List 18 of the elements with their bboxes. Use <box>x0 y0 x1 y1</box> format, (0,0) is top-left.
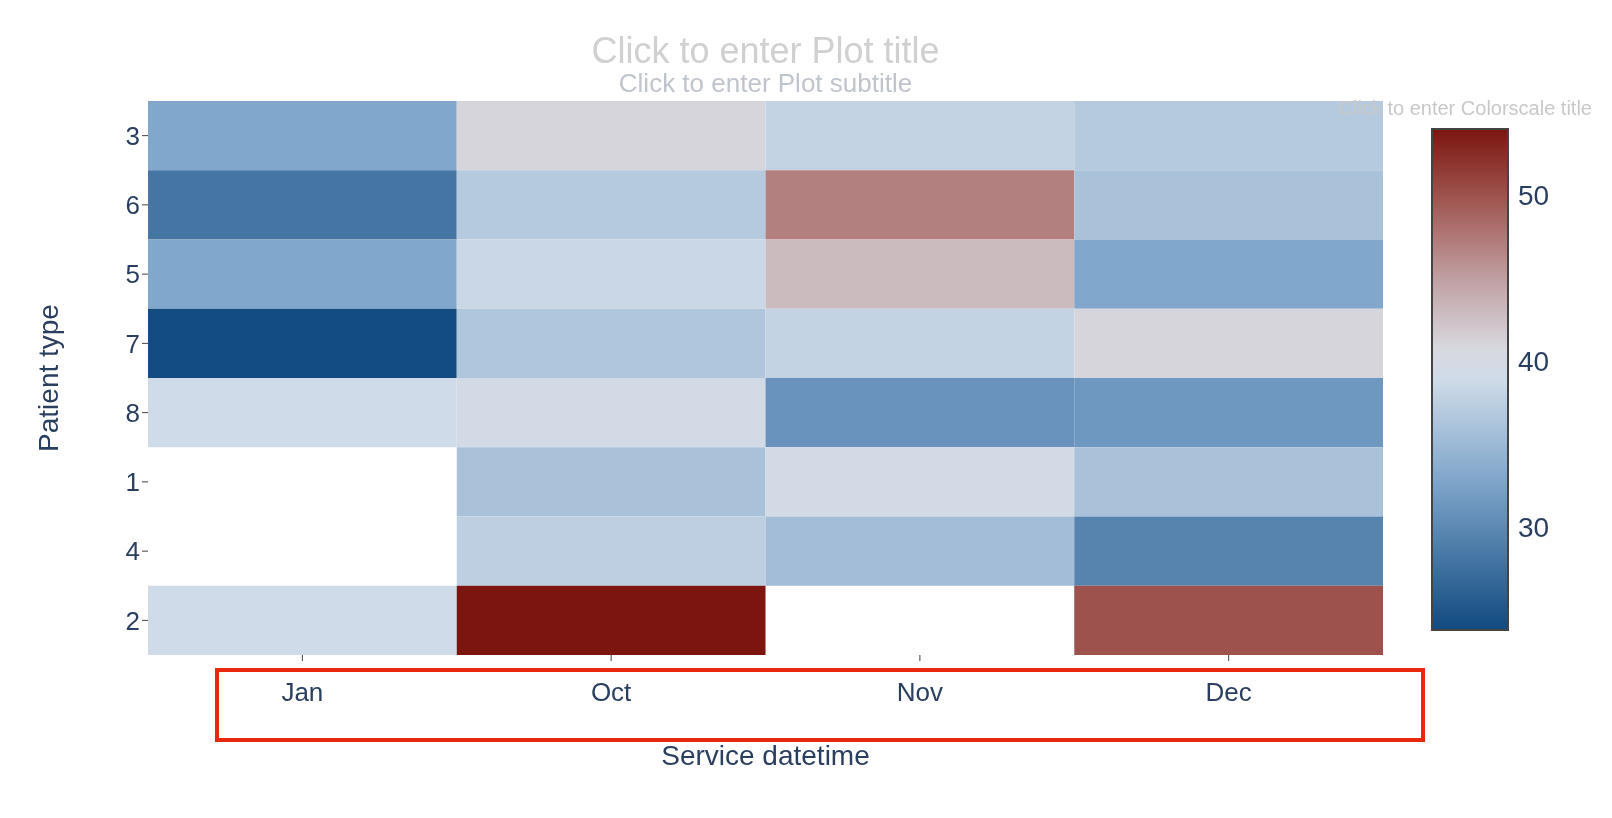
x-tick-label: Dec <box>1205 677 1252 708</box>
y-tick-label: 8 <box>125 397 140 428</box>
x-tick-label: Jan <box>281 677 324 708</box>
y-tick-label: 6 <box>125 190 140 221</box>
y-tick-label: 4 <box>125 536 140 567</box>
x-tick-label: Oct <box>590 677 633 708</box>
x-axis-title: Service datetime <box>661 740 870 771</box>
y-tick-label: 7 <box>125 328 140 359</box>
color-bar-label: 40 <box>1518 346 1550 378</box>
chart-subtitle: Click to enter Plot subtitle <box>618 68 913 98</box>
y-tick-label: 2 <box>125 605 140 636</box>
color-bar-label: 30 <box>1518 512 1550 544</box>
y-tick-label: 3 <box>125 120 140 151</box>
y-tick-label: 1 <box>125 467 140 498</box>
y-tick-label: 5 <box>125 259 140 290</box>
y-axis-title: Patient type <box>32 304 64 452</box>
x-tick-label: Nov <box>896 677 943 708</box>
color-bar-label: 50 <box>1518 180 1550 212</box>
